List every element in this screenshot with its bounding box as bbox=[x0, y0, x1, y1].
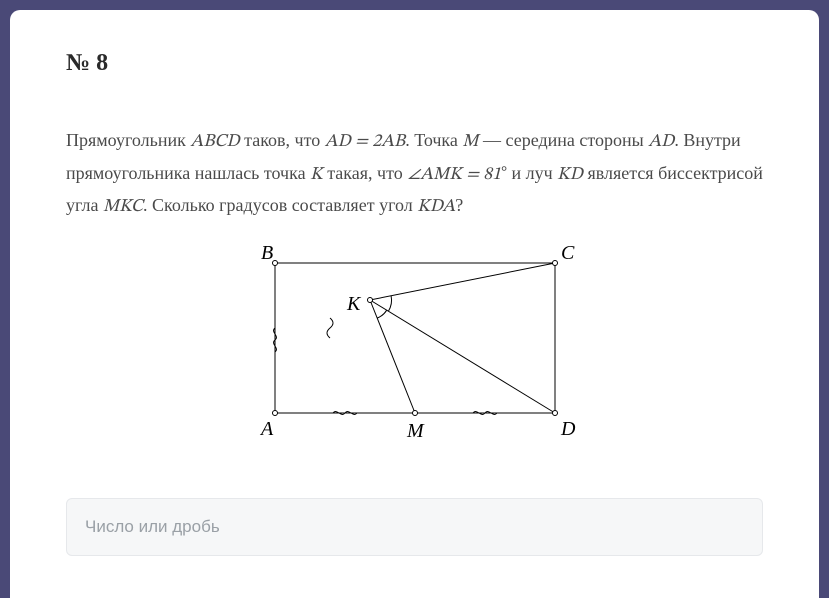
point-b bbox=[272, 260, 277, 265]
math-expr: MKC bbox=[103, 198, 143, 216]
text-fragment: — середина стороны bbox=[479, 130, 649, 150]
label-a: A bbox=[259, 418, 274, 440]
math-expr: ABCD bbox=[190, 133, 239, 151]
point-k bbox=[367, 297, 372, 302]
rectangle-abcd bbox=[275, 263, 555, 413]
math-expr: KDA bbox=[417, 198, 455, 216]
answer-input[interactable] bbox=[66, 498, 763, 556]
segment-kc bbox=[370, 263, 555, 300]
label-k: K bbox=[346, 293, 362, 315]
geometry-figure: B C A D M K bbox=[235, 243, 595, 453]
figure-container: B C A D M K bbox=[66, 243, 763, 458]
problem-card: № 8 Прямоугольник ABCD таков, что AD = 2… bbox=[10, 10, 819, 598]
math-expr: M bbox=[462, 133, 478, 151]
tick-ab bbox=[327, 318, 333, 338]
point-m bbox=[412, 410, 417, 415]
angle-arc-2 bbox=[388, 296, 391, 311]
math-expr: AD = 2AB bbox=[325, 133, 405, 151]
text-fragment: такая, что bbox=[323, 163, 408, 183]
angle-arc-1 bbox=[377, 310, 387, 318]
math-expr: AD bbox=[648, 133, 674, 151]
point-c bbox=[552, 260, 557, 265]
math-expr: ∠AMK = 81 bbox=[407, 166, 501, 184]
text-fragment: таков, что bbox=[240, 130, 325, 150]
text-fragment: Прямоугольник bbox=[66, 130, 190, 150]
label-d: D bbox=[560, 418, 576, 440]
text-fragment: и луч bbox=[507, 163, 557, 183]
point-d bbox=[552, 410, 557, 415]
text-fragment: . Точка bbox=[405, 130, 462, 150]
label-m: M bbox=[406, 420, 425, 442]
text-fragment: . Сколько градусов составляет угол bbox=[143, 195, 417, 215]
label-c: C bbox=[561, 243, 575, 264]
text-fragment: ? bbox=[455, 195, 463, 215]
segment-kd bbox=[370, 300, 555, 413]
label-b: B bbox=[261, 243, 273, 264]
math-expr: K bbox=[310, 166, 323, 184]
math-expr: KD bbox=[557, 166, 583, 184]
problem-statement: Прямоугольник ABCD таков, что AD = 2AB. … bbox=[66, 125, 763, 223]
problem-number: № 8 bbox=[66, 50, 763, 77]
segment-km bbox=[370, 300, 415, 413]
point-a bbox=[272, 410, 277, 415]
